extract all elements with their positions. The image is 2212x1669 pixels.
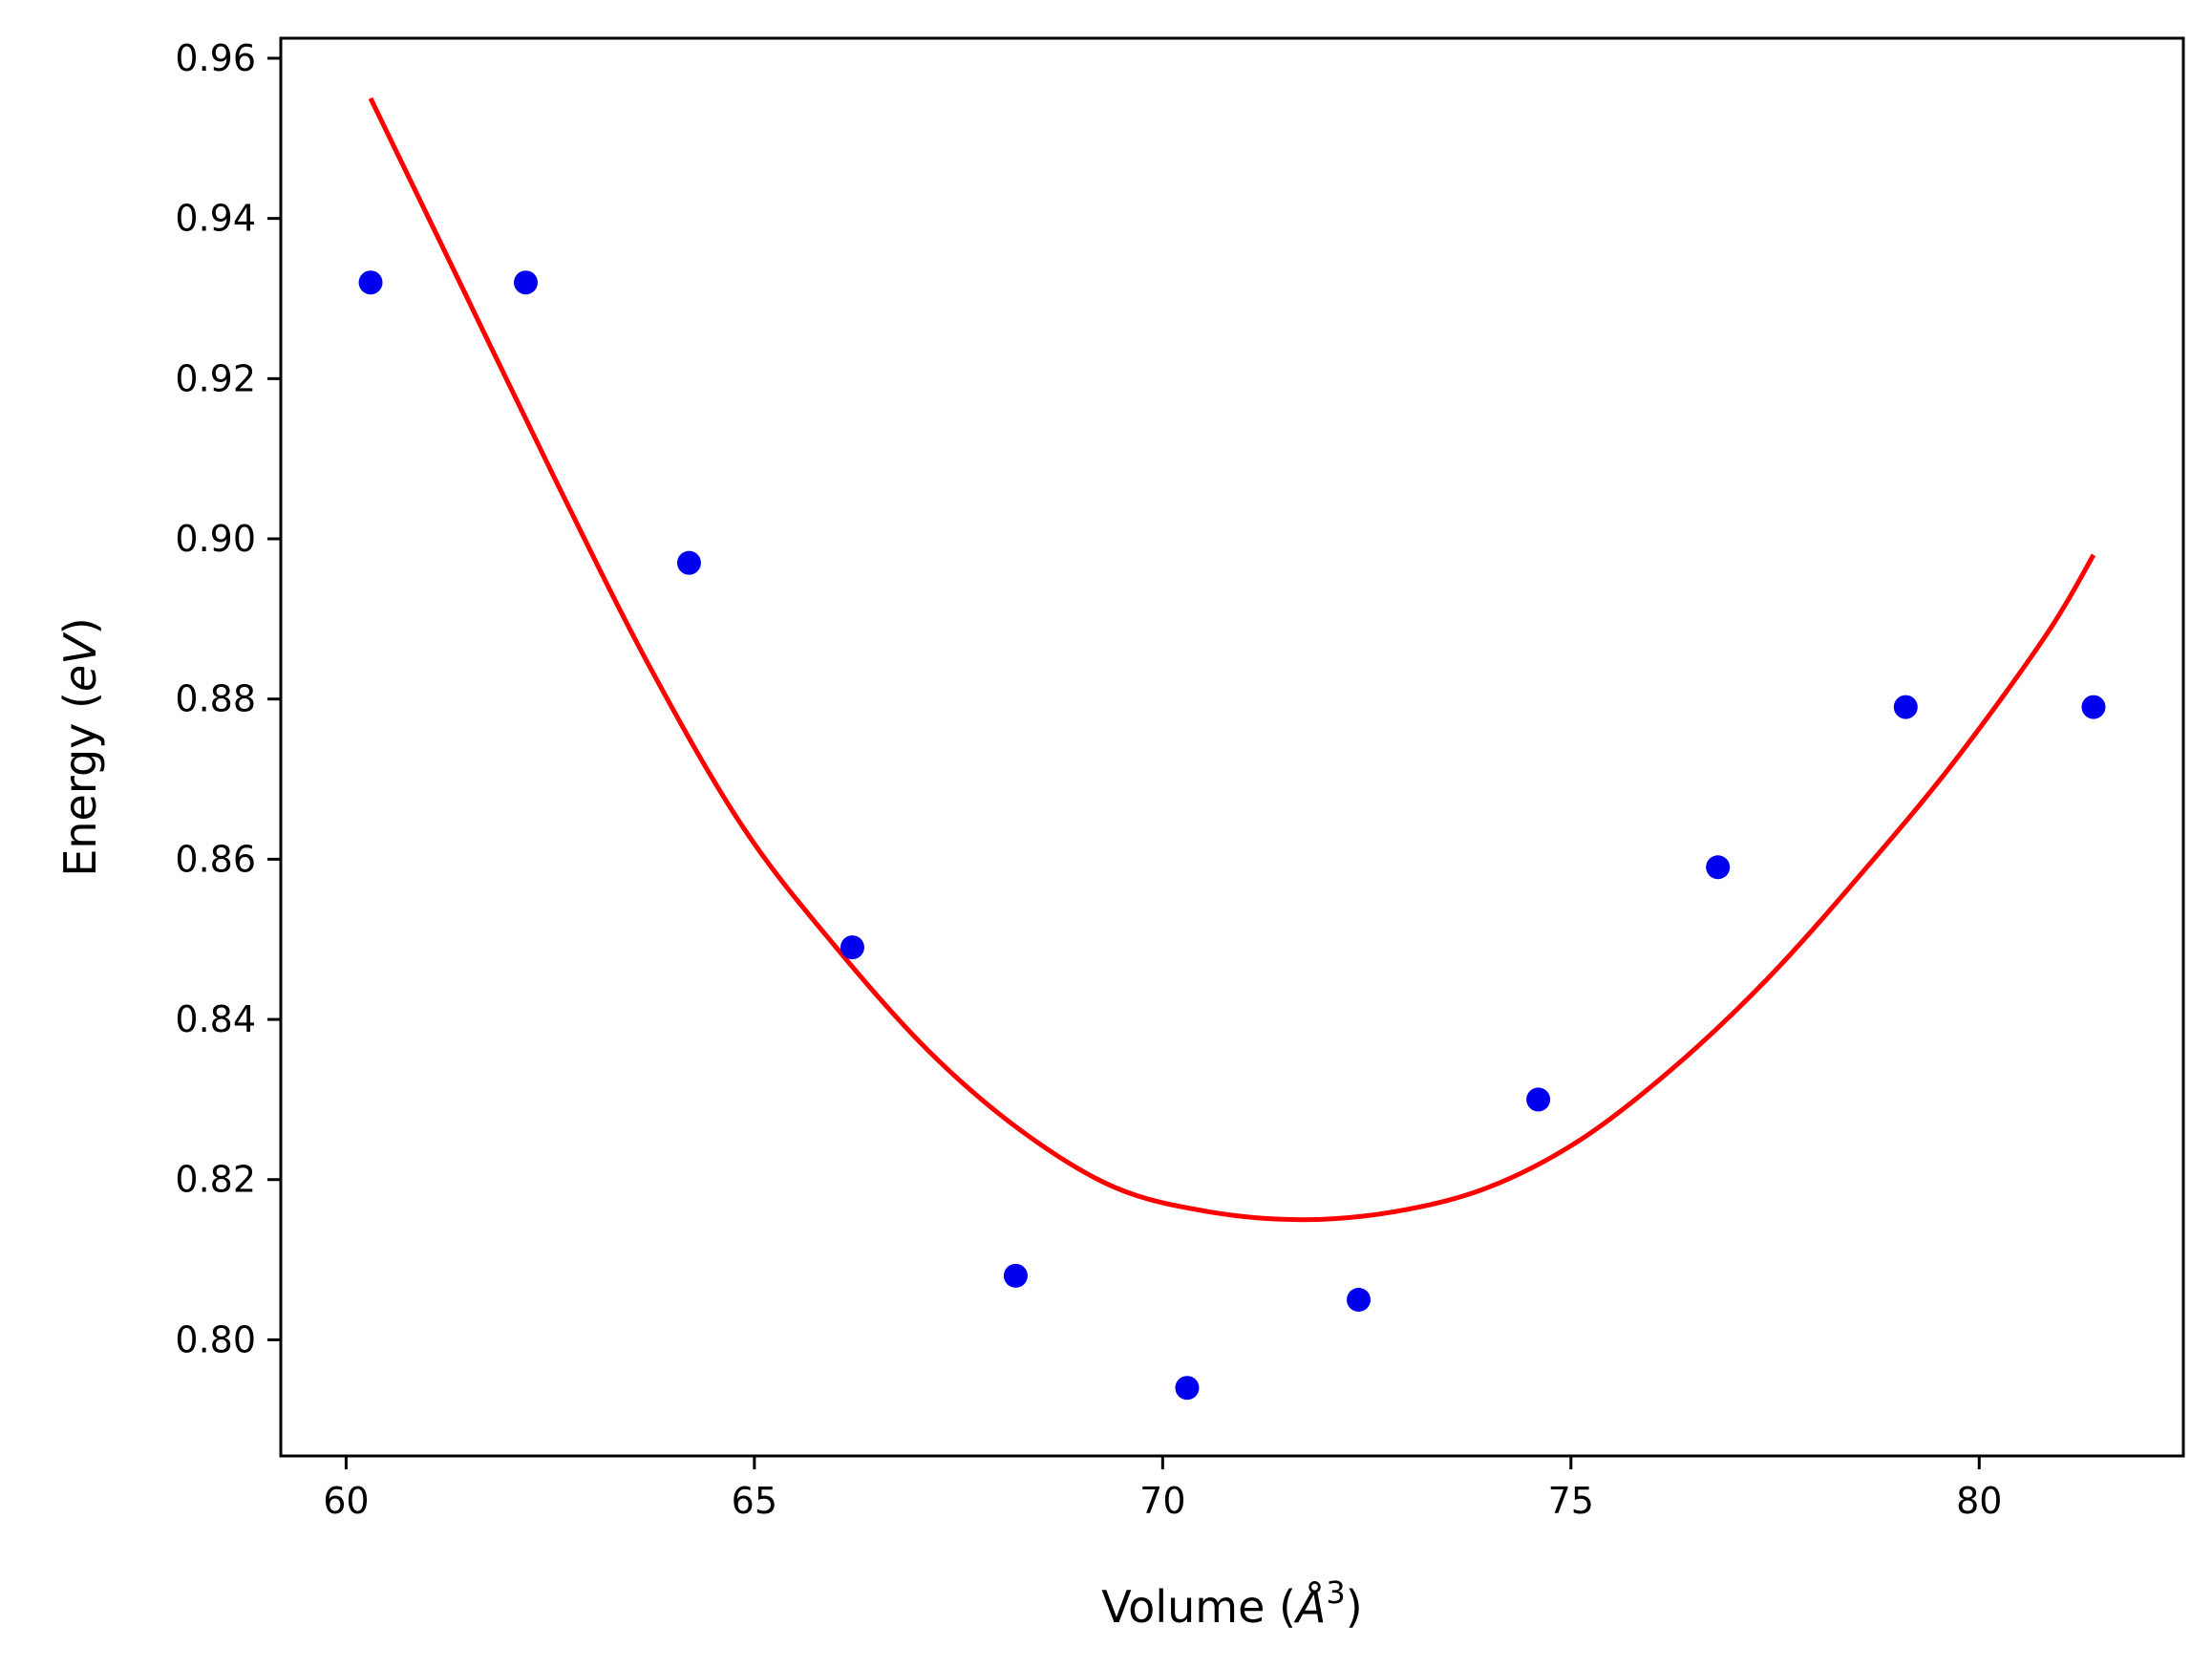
data-point xyxy=(1526,1087,1551,1112)
y-tick-label: 0.86 xyxy=(175,838,256,880)
data-point xyxy=(1347,1288,1372,1313)
data-point xyxy=(2081,695,2106,719)
x-tick-label: 60 xyxy=(323,1480,369,1522)
x-tick-label: 80 xyxy=(1956,1480,2002,1522)
x-tick-label: 75 xyxy=(1548,1480,1594,1522)
x-axis-title-power: 3 xyxy=(1326,1574,1345,1611)
axis-ticks xyxy=(267,56,1981,1469)
fit-curve-line xyxy=(368,96,2096,1223)
y-tick-label: 0.82 xyxy=(175,1159,256,1201)
x-tick-label: 65 xyxy=(732,1480,777,1522)
data-point xyxy=(1893,695,1918,719)
data-point xyxy=(676,550,701,575)
x-axis-title: Volume (Å3) xyxy=(1101,1574,1362,1633)
y-tick-label: 0.94 xyxy=(175,198,256,240)
data-point xyxy=(513,270,538,295)
x-axis-title-suffix: ) xyxy=(1346,1581,1363,1633)
data-point xyxy=(1003,1263,1028,1288)
data-point xyxy=(840,935,864,960)
y-tick-label: 0.90 xyxy=(175,518,256,560)
x-axis-title-prefix: Volume ( xyxy=(1101,1581,1296,1633)
data-point xyxy=(358,270,383,295)
plot-area xyxy=(358,96,2106,1401)
y-tick-label: 0.88 xyxy=(175,678,256,720)
y-axis-title-suffix: ) xyxy=(54,617,106,634)
y-axis-title-unit: eV xyxy=(54,631,106,692)
y-tick-label: 0.84 xyxy=(175,998,256,1040)
y-tick-label: 0.92 xyxy=(175,357,256,399)
data-point xyxy=(1175,1376,1200,1401)
axis-tick-labels: 60 65 70 75 80 0.80 0.82 0.84 0.86 0.88 0.90 0.92 0.… xyxy=(175,37,2002,1522)
y-tick-label: 0.80 xyxy=(175,1318,256,1360)
x-tick-label: 70 xyxy=(1139,1480,1185,1522)
axes-frame xyxy=(279,36,2185,1458)
data-point xyxy=(1706,855,1731,880)
y-tick-label: 0.96 xyxy=(175,37,256,79)
y-axis-title-prefix: Energy ( xyxy=(54,692,106,877)
x-axis-title-symbol: Å xyxy=(1293,1581,1326,1633)
y-axis-title: Energy (eV) xyxy=(54,617,106,876)
